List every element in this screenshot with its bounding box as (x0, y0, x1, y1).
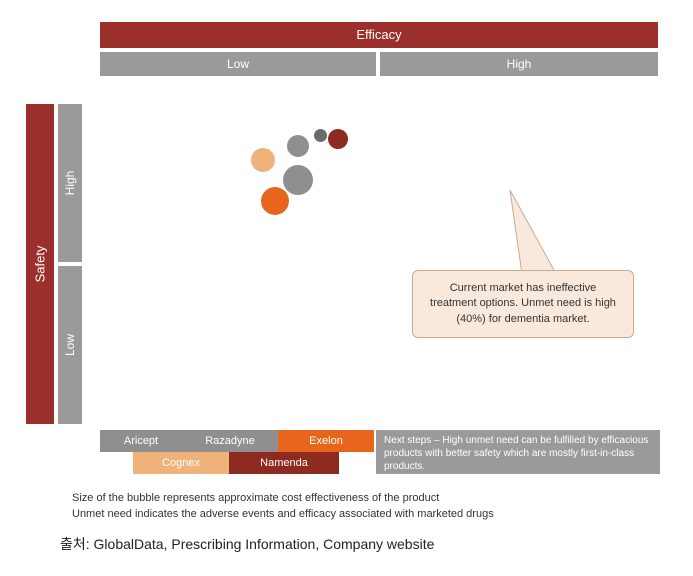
bubble-razadyne (287, 135, 309, 157)
y-axis-title: Safety (26, 104, 54, 424)
bubble-aricept (283, 165, 313, 195)
legend-namenda: Namenda (229, 452, 339, 474)
bubble-cognex (251, 148, 275, 172)
callout-pointer (500, 190, 590, 280)
callout-box: Current market has ineffective treatment… (412, 270, 634, 338)
legend-aricept: Aricept (100, 430, 182, 452)
source-text: GlobalData, Prescribing Information, Com… (94, 536, 435, 552)
y-axis-high: High (58, 104, 82, 262)
legend-exelon: Exelon (278, 430, 374, 452)
legend-row-1: AriceptRazadyneExelon (100, 430, 374, 452)
source-line: 출처: GlobalData, Prescribing Information,… (60, 534, 434, 554)
bubble-exelon (261, 187, 289, 215)
bubble-namenda (328, 129, 348, 149)
legend-row-2: CognexNamenda (133, 452, 339, 474)
y-axis-low-text: Low (63, 334, 77, 356)
next-steps-box: Next steps – High unmet need can be fulf… (376, 430, 660, 474)
footnote-2: Unmet need indicates the adverse events … (72, 508, 494, 520)
footnote-1: Size of the bubble represents approximat… (72, 492, 439, 504)
source-prefix: 출처: (60, 536, 94, 552)
chart-container: Efficacy Low High Safety High Low Curren… (0, 0, 693, 576)
bubble-small (314, 129, 327, 142)
x-axis-high: High (380, 52, 658, 76)
y-axis-low: Low (58, 266, 82, 424)
x-axis-low: Low (100, 52, 376, 76)
x-axis-title: Efficacy (100, 22, 658, 48)
legend-razadyne: Razadyne (182, 430, 278, 452)
legend-cognex: Cognex (133, 452, 229, 474)
y-axis-title-text: Safety (33, 246, 48, 283)
y-axis-high-text: High (63, 171, 77, 196)
